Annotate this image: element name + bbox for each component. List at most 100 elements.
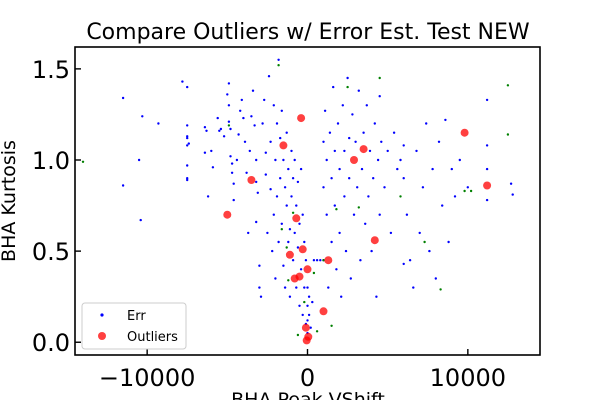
err-point <box>242 116 245 120</box>
err-point <box>333 204 336 207</box>
err-point <box>418 231 421 235</box>
data-points <box>81 58 514 345</box>
y-axis-label: BHA Kurtosis <box>0 140 20 262</box>
err-point <box>290 195 293 198</box>
err-point <box>351 113 354 116</box>
x-tick-label: −10000 <box>99 364 195 392</box>
err-point <box>290 149 293 153</box>
err-point <box>303 240 306 244</box>
err-point <box>280 109 283 113</box>
err-point <box>425 122 428 125</box>
err-point <box>258 286 261 289</box>
legend-label-err: Err <box>127 309 146 324</box>
err-point <box>354 140 357 143</box>
err-point <box>203 151 207 154</box>
err-point <box>485 98 489 102</box>
secondary-point <box>506 133 510 136</box>
err-point <box>186 124 189 127</box>
err-point <box>247 231 250 235</box>
err-point <box>434 277 437 280</box>
err-point <box>267 75 271 78</box>
legend-label-outliers: Outliers <box>127 330 178 345</box>
err-point <box>283 186 287 189</box>
err-point <box>137 158 141 162</box>
err-point <box>232 182 235 185</box>
outlier-point <box>297 114 306 123</box>
err-point <box>139 218 142 222</box>
err-point <box>453 195 457 198</box>
err-point <box>255 220 258 224</box>
outlier-point <box>359 145 368 154</box>
err-point <box>187 142 190 145</box>
err-point <box>216 116 219 120</box>
secondary-point <box>81 160 85 163</box>
err-point <box>386 149 389 153</box>
err-point <box>327 286 330 289</box>
err-point <box>485 167 489 171</box>
err-point <box>121 184 125 187</box>
err-point <box>367 195 370 198</box>
err-point <box>186 135 189 138</box>
err-point <box>288 228 292 231</box>
outlier-point <box>319 307 328 316</box>
err-point <box>186 144 189 147</box>
err-point <box>275 122 279 125</box>
err-point <box>450 167 453 171</box>
err-point <box>340 295 343 298</box>
err-point <box>349 277 352 280</box>
err-point <box>255 180 258 184</box>
err-point <box>253 124 256 127</box>
err-point <box>227 120 231 123</box>
secondary-point <box>312 271 316 275</box>
outlier-point <box>292 214 301 223</box>
err-point <box>352 213 356 216</box>
err-point <box>211 166 215 169</box>
err-point <box>285 204 288 207</box>
err-point <box>291 177 295 180</box>
err-point <box>335 268 338 271</box>
err-point <box>157 122 160 125</box>
err-point <box>441 204 444 207</box>
err-point <box>412 286 415 289</box>
outlier-point <box>324 256 333 265</box>
err-point <box>282 264 285 267</box>
err-point <box>287 240 290 244</box>
err-point <box>186 177 189 180</box>
err-point <box>376 158 380 162</box>
err-point <box>269 140 272 143</box>
err-point <box>338 231 341 235</box>
x-tick-label: 10000 <box>430 364 506 392</box>
legend-marker-outliers <box>98 332 106 340</box>
err-point <box>232 198 235 202</box>
err-point <box>485 144 489 147</box>
err-point <box>283 286 287 289</box>
outlier-point <box>370 236 379 245</box>
err-point <box>288 295 292 298</box>
err-point <box>306 286 309 289</box>
secondary-point <box>303 300 306 304</box>
err-point <box>303 286 306 289</box>
err-point <box>378 95 381 98</box>
err-point <box>245 171 248 174</box>
err-point <box>269 188 272 191</box>
legend-box <box>81 302 187 350</box>
err-point <box>447 240 450 244</box>
err-point <box>373 122 376 125</box>
err-point <box>261 122 264 125</box>
err-point <box>304 259 308 262</box>
err-point <box>485 198 489 202</box>
err-point <box>186 136 189 140</box>
err-point <box>362 131 365 134</box>
err-point <box>325 158 328 162</box>
err-point <box>315 259 319 262</box>
err-point <box>343 195 346 198</box>
err-point <box>375 295 378 298</box>
err-point <box>255 158 258 162</box>
legend-marker-err <box>100 313 104 317</box>
err-point <box>186 164 189 167</box>
err-point <box>299 167 303 171</box>
err-point <box>372 177 375 180</box>
err-point <box>402 177 405 180</box>
outlier-point <box>350 156 358 164</box>
